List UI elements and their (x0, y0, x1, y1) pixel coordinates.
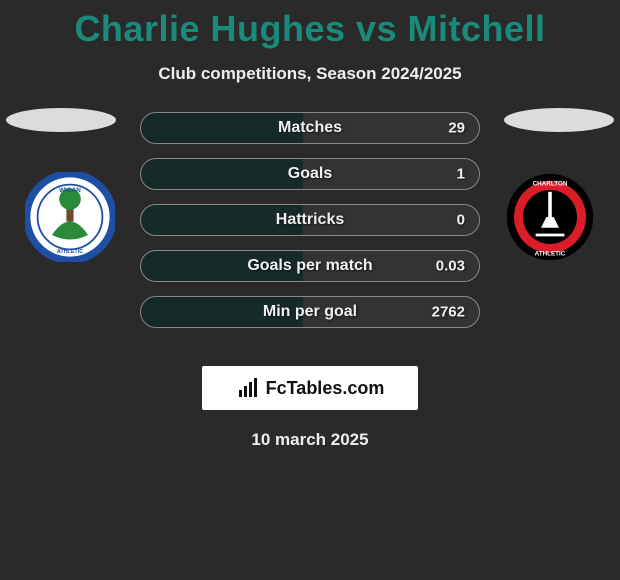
stat-label: Hattricks (276, 211, 344, 229)
comparison-subtitle: Club competitions, Season 2024/2025 (0, 64, 620, 84)
stat-label: Goals (288, 165, 332, 183)
stat-label: Goals per match (247, 257, 372, 275)
stat-value: 0 (457, 212, 465, 229)
stat-fill (141, 159, 303, 189)
stat-row: Goals per match 0.03 (140, 250, 480, 282)
chart-icon (236, 376, 260, 400)
stat-label: Matches (278, 119, 342, 137)
stat-value: 2762 (432, 304, 465, 321)
snapshot-date: 10 march 2025 (0, 430, 620, 450)
svg-text:ATHLETIC: ATHLETIC (535, 251, 566, 258)
player-silhouette-right (504, 108, 614, 132)
stat-row: Matches 29 (140, 112, 480, 144)
svg-text:CHARLTON: CHARLTON (533, 181, 568, 188)
brand-text: FcTables.com (266, 378, 385, 399)
stat-label: Min per goal (263, 303, 357, 321)
charlton-badge-icon: CHARLTON ATHLETIC (505, 172, 595, 262)
wigan-badge-icon: WIGAN ATHLETIC (25, 172, 115, 262)
stat-row: Min per goal 2762 (140, 296, 480, 328)
stats-list: Matches 29 Goals 1 Hattricks 0 Goals per match… (140, 112, 480, 342)
brand-badge: FcTables.com (202, 366, 418, 410)
stat-row: Hattricks 0 (140, 204, 480, 236)
svg-text:WIGAN: WIGAN (59, 187, 81, 194)
club-badge-right: CHARLTON ATHLETIC (505, 172, 595, 262)
stat-value: 29 (448, 120, 465, 137)
stat-value: 0.03 (436, 258, 465, 275)
stat-row: Goals 1 (140, 158, 480, 190)
player-silhouette-left (6, 108, 116, 132)
stat-value: 1 (457, 166, 465, 183)
comparison-title: Charlie Hughes vs Mitchell (0, 8, 620, 50)
svg-text:ATHLETIC: ATHLETIC (57, 249, 83, 255)
club-badge-left: WIGAN ATHLETIC (25, 172, 115, 262)
comparison-content: WIGAN ATHLETIC CHARLTON ATHLETIC Matches… (0, 112, 620, 342)
